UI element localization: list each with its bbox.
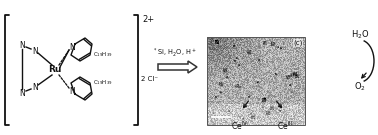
FancyArrow shape <box>158 61 197 73</box>
Text: N: N <box>32 82 38 92</box>
Text: Ce$^{\mathrm{IV}}$: Ce$^{\mathrm{IV}}$ <box>231 120 249 132</box>
Text: 2+: 2+ <box>142 16 154 24</box>
Text: (c): (c) <box>293 40 303 46</box>
Text: 20 nm: 20 nm <box>213 112 227 116</box>
Text: O$_2$: O$_2$ <box>354 81 366 93</box>
Text: N: N <box>19 40 25 50</box>
Text: C$_{19}$H$_{39}$: C$_{19}$H$_{39}$ <box>93 79 113 87</box>
Text: N: N <box>69 87 75 95</box>
Text: 2 Cl⁻: 2 Cl⁻ <box>141 76 158 82</box>
Text: Ce$^{\mathrm{III}}$: Ce$^{\mathrm{III}}$ <box>277 120 293 132</box>
Text: N: N <box>32 46 38 55</box>
Text: $^*$Si, H$_2$O, H$^+$: $^*$Si, H$_2$O, H$^+$ <box>153 47 197 59</box>
Bar <box>207 37 305 125</box>
Text: N: N <box>69 43 75 51</box>
Text: Ru: Ru <box>48 65 62 75</box>
Text: H$_2$O: H$_2$O <box>351 29 369 41</box>
Text: C$_{19}$H$_{39}$: C$_{19}$H$_{39}$ <box>93 50 113 59</box>
Text: N: N <box>19 89 25 97</box>
